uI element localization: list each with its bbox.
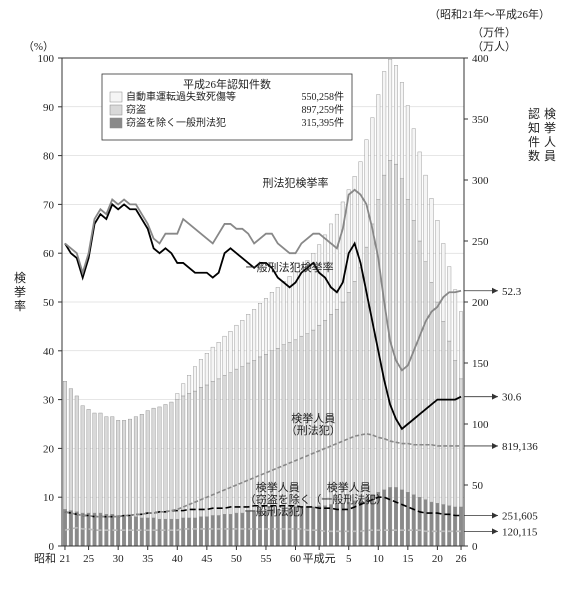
left-tick: 90 — [43, 102, 55, 114]
right-tick: 350 — [472, 114, 489, 126]
right-tick: 100 — [472, 419, 489, 431]
crime-statistics-chart: 0 10 20 30 40 50 60 70 80 90 100 0 50 100 150 200 250 300… — [0, 0, 570, 600]
left-tick: 70 — [43, 199, 55, 211]
left-axis-title: 挙 — [14, 285, 26, 299]
series-label: 一般刑法犯） — [245, 504, 311, 518]
right-tick: 200 — [472, 297, 489, 309]
x-tick: 26 — [456, 553, 468, 565]
x-tick: 30 — [113, 553, 125, 565]
series-label: （窃盗を除く — [245, 492, 311, 506]
right-axis-title-2: 人 — [544, 135, 556, 149]
left-tick: 30 — [43, 395, 55, 407]
left-tick: 100 — [38, 53, 55, 65]
right-tick: 250 — [472, 236, 489, 248]
left-tick: 60 — [43, 248, 55, 260]
right-tick: 300 — [472, 175, 489, 187]
right-tick: 400 — [472, 53, 489, 65]
end-label: 30.6 — [502, 392, 522, 404]
x-tick: 10 — [373, 553, 385, 565]
legend-value: 897,259件 — [302, 104, 345, 116]
x-tick: 55 — [260, 553, 272, 565]
left-tick: 0 — [49, 541, 55, 553]
era-heisei: 平成元 — [303, 552, 336, 565]
left-tick: 50 — [43, 297, 55, 309]
legend-swatch — [110, 92, 122, 102]
left-tick: 40 — [43, 346, 55, 358]
legend-title: 平成26年認知件数 — [183, 77, 271, 91]
right-axis-title-1: 件 — [528, 135, 540, 149]
left-axis-title: 率 — [14, 298, 26, 313]
legend-value: 550,258件 — [302, 91, 345, 103]
left-tick: 20 — [43, 443, 55, 455]
period-label: （昭和21年～平成26年） — [429, 7, 550, 21]
end-label: 819,136 — [502, 441, 538, 453]
right-axis-title-1: 知 — [528, 121, 540, 135]
left-tick: 80 — [43, 151, 55, 163]
legend-value: 315,395件 — [302, 117, 345, 129]
era-showa: 昭和 — [34, 552, 56, 565]
left-unit: （%） — [23, 40, 54, 53]
legend-swatch — [110, 118, 122, 128]
series-label: （刑法犯） — [286, 423, 341, 437]
x-tick: 20 — [432, 553, 444, 565]
end-label: 251,605 — [502, 511, 538, 523]
right-tick: 0 — [472, 541, 478, 553]
x-tick: 5 — [346, 553, 352, 565]
right-axis-title-1: 数 — [528, 148, 540, 163]
end-label: 120,115 — [502, 526, 538, 538]
series-label: （一般刑法犯） — [310, 492, 387, 506]
end-label: 52.3 — [502, 286, 522, 298]
right-axis-title-2: 検 — [544, 107, 556, 121]
x-tick: 60 — [290, 553, 302, 565]
series-label: 一般刑法犯検挙率 — [246, 260, 334, 274]
right-tick: 50 — [472, 480, 484, 492]
x-tick: 15 — [402, 553, 414, 565]
right-axis-title-2: 員 — [544, 149, 556, 163]
x-tick: 25 — [83, 553, 95, 565]
series-label: 検挙人員 — [291, 411, 335, 425]
right-unit-2: （万人） — [472, 40, 516, 53]
legend-label: 窃盗 — [126, 103, 146, 116]
x-tick: 45 — [201, 553, 213, 565]
series-label: 刑法犯検挙率 — [263, 176, 329, 190]
right-axis-title-2: 挙 — [544, 121, 556, 135]
legend-label: 窃盗を除く一般刑法犯 — [126, 116, 226, 129]
right-tick: 150 — [472, 358, 489, 370]
right-unit-1: （万件） — [472, 26, 516, 39]
series-label: 検挙人員 — [256, 480, 300, 494]
x-tick: 50 — [231, 553, 243, 565]
legend-swatch — [110, 105, 122, 115]
x-tick: 21 — [59, 553, 70, 565]
left-tick: 10 — [43, 492, 55, 504]
series-label: 検挙人員 — [327, 480, 371, 494]
right-axis-title-1: 認 — [528, 106, 540, 121]
legend-label: 自動車運転過失致死傷等 — [126, 90, 236, 103]
left-axis-title: 検 — [14, 271, 26, 285]
x-tick: 35 — [142, 553, 154, 565]
x-tick: 40 — [172, 553, 184, 565]
